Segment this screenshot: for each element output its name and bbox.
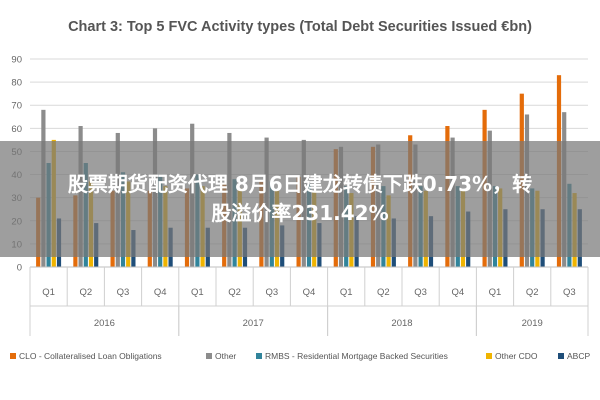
chart-title: Chart 3: Top 5 FVC Activity types (Total… [68,19,532,35]
year-label: 2018 [391,318,412,329]
legend: CLO - Collateralised Loan Obligations Oth… [10,351,590,361]
legend-label: CLO - Collateralised Loan Obligations [19,351,162,361]
x-tick-label: Q4 [303,287,316,298]
x-tick-label: Q3 [563,287,576,298]
x-tick-label: Q2 [377,287,390,298]
x-tick-label: Q2 [79,287,92,298]
y-tick-label: 90 [11,55,22,66]
legend-swatch [486,353,492,359]
x-tick-label: Q1 [340,287,353,298]
y-tick-label: 60 [11,124,22,135]
legend-swatch [206,353,212,359]
legend-swatch [256,353,262,359]
overlay-banner: 股票期货配资代理 8月6日建龙转债下跌0.73%，转 股溢价率231.42% [0,141,600,257]
x-axis: Q1 Q2 Q3 Q4 Q1 Q2 Q3 Q4 Q1 Q2 Q3 Q4 Q1 Q2 Q3 2016 2017 20… [29,266,589,336]
legend-label: ABCP [567,351,590,361]
y-tick-label: 70 [11,101,22,112]
y-tick-label: 0 [17,263,22,274]
legend-swatch [558,353,564,359]
legend-label: Other CDO [495,351,538,361]
x-tick-label: Q2 [228,287,241,298]
banner-line-1: 股票期货配资代理 8月6日建龙转债下跌0.73%，转 [67,172,533,196]
x-tick-label: Q4 [154,287,167,298]
x-tick-label: Q4 [451,287,464,298]
legend-swatch [10,353,16,359]
banner-line-2: 股溢价率231.42% [211,201,389,225]
x-tick-label: Q1 [42,287,55,298]
year-label: 2017 [243,318,264,329]
x-tick-label: Q3 [117,287,130,298]
legend-label: RMBS - Residential Mortgage Backed Secur… [265,351,448,361]
x-tick-label: Q3 [414,287,427,298]
legend-label: Other [215,351,236,361]
year-label: 2019 [522,318,543,329]
year-label: 2016 [94,318,115,329]
x-tick-label: Q2 [526,287,539,298]
x-tick-label: Q1 [191,287,204,298]
x-tick-label: Q1 [489,287,502,298]
x-tick-label: Q3 [265,287,278,298]
y-tick-label: 80 [11,78,22,89]
